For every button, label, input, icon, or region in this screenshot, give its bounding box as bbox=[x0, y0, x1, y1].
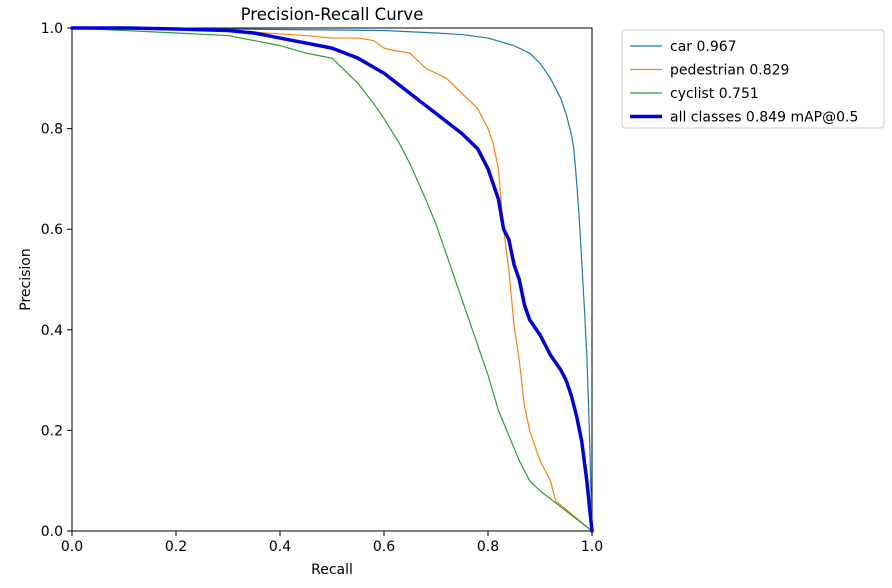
y-tick-label: 1.0 bbox=[41, 21, 63, 37]
y-axis-label: Precision bbox=[18, 248, 34, 310]
legend: car 0.967 pedestrian 0.829 cyclist 0.751 al… bbox=[621, 29, 885, 129]
x-tick-label: 0.2 bbox=[165, 539, 187, 555]
legend-label-cyclist: cyclist 0.751 bbox=[670, 86, 759, 102]
x-tick-label: 0.4 bbox=[269, 539, 291, 555]
legend-box bbox=[621, 29, 885, 129]
chart-title: Precision-Recall Curve bbox=[241, 5, 424, 24]
x-tick-label: 0.8 bbox=[477, 539, 499, 555]
y-tick-label: 0.6 bbox=[41, 222, 63, 238]
series-line-pedestrian bbox=[71, 27, 593, 532]
y-tick-label: 0.4 bbox=[41, 323, 63, 339]
x-axis-label: Recall bbox=[311, 562, 353, 578]
series-line-car bbox=[71, 27, 593, 532]
series-lines bbox=[70, 26, 594, 533]
x-tick-label: 0.6 bbox=[373, 539, 395, 555]
y-axis-ticks: 0.0 0.2 0.4 0.6 0.8 1.0 bbox=[41, 21, 72, 540]
series-line-cyclist bbox=[71, 27, 593, 532]
legend-label-car: car 0.967 bbox=[670, 39, 737, 55]
legend-label-pedestrian: pedestrian 0.829 bbox=[670, 63, 789, 79]
y-tick-label: 0.8 bbox=[41, 122, 63, 138]
series-line-all bbox=[70, 26, 594, 533]
x-tick-label: 1.0 bbox=[581, 539, 603, 555]
plot-frame bbox=[71, 27, 593, 532]
x-axis-ticks: 0.0 0.2 0.4 0.6 0.8 1.0 bbox=[61, 531, 603, 555]
x-tick-label: 0.0 bbox=[61, 539, 83, 555]
y-tick-label: 0.0 bbox=[41, 524, 63, 540]
legend-label-all: all classes 0.849 mAP@0.5 bbox=[670, 110, 858, 126]
y-tick-label: 0.2 bbox=[41, 423, 63, 439]
